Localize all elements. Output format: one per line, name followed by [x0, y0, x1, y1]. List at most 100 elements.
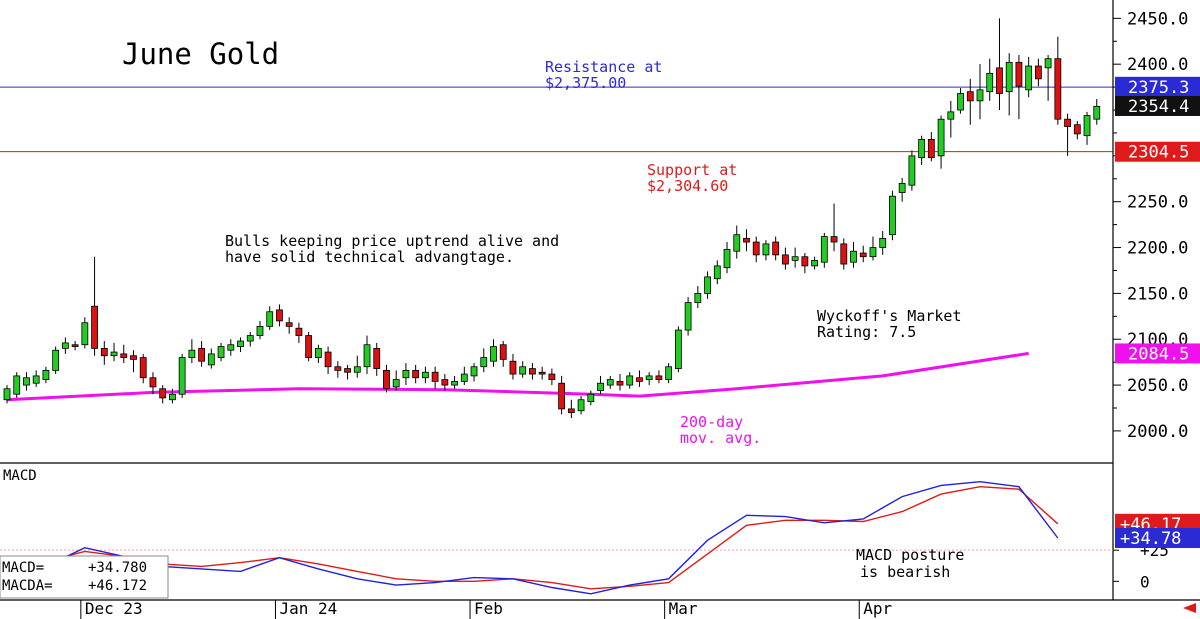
candle-body — [918, 138, 926, 159]
candle — [169, 388, 176, 404]
candle — [1044, 55, 1052, 101]
candle-body — [110, 351, 118, 357]
candle — [918, 135, 926, 166]
candle — [811, 256, 818, 270]
candle — [1034, 58, 1042, 87]
candle-body — [130, 355, 137, 360]
candle-body — [519, 366, 527, 375]
candle — [100, 341, 108, 365]
price-tag-box — [1115, 343, 1200, 364]
macd-note-2: is bearish — [860, 563, 950, 581]
candle-body — [266, 311, 274, 327]
candle-body — [1034, 65, 1042, 80]
macd-panel-label: MACD — [3, 468, 37, 484]
candle — [353, 355, 361, 378]
candle-body — [937, 118, 945, 157]
candle-body — [869, 247, 877, 258]
candle — [966, 78, 974, 125]
scroll-left-arrow-icon[interactable] — [1183, 603, 1196, 613]
wyckoff-annotation-2: Rating: 7.5 — [817, 323, 916, 341]
candle-body — [801, 256, 809, 267]
candle — [1005, 53, 1013, 116]
candle-body — [908, 155, 916, 186]
support-label-2: $2,304.60 — [647, 177, 728, 195]
candle — [441, 374, 449, 391]
candle-body — [986, 72, 994, 93]
candle-body — [52, 349, 60, 371]
candle — [645, 372, 653, 386]
price-tag-label: 2084.5 — [1128, 344, 1189, 364]
level-lines — [0, 86, 1113, 153]
candle-body — [811, 259, 818, 267]
candle — [71, 341, 79, 351]
candle-body — [694, 292, 702, 303]
candles-layer — [3, 18, 1101, 419]
candle-body — [752, 241, 760, 256]
candle-body — [363, 344, 371, 368]
candle-body — [441, 379, 449, 386]
macd-tag-box — [1115, 528, 1200, 549]
candle-body — [32, 375, 40, 384]
candle-body — [490, 346, 497, 362]
candle-body — [733, 234, 741, 252]
candle-body — [1093, 105, 1101, 120]
candle — [1064, 113, 1071, 156]
candle — [227, 339, 235, 356]
candle-body — [957, 93, 964, 111]
ma200-label-1: 200-day — [680, 413, 743, 431]
candle — [1015, 55, 1023, 120]
candle — [480, 348, 488, 373]
candle — [383, 364, 390, 393]
candle-body — [237, 340, 244, 347]
candle — [996, 18, 1003, 111]
candle — [305, 331, 313, 362]
candle — [266, 306, 274, 331]
candle-body — [460, 373, 468, 382]
candle-body — [830, 236, 838, 243]
candle — [246, 331, 254, 347]
candle-body — [636, 377, 643, 382]
macd-note-1: MACD posture — [856, 546, 964, 564]
candle — [548, 368, 556, 386]
candle-body — [207, 353, 215, 366]
candle — [412, 364, 420, 384]
candle — [23, 372, 30, 391]
candle-body — [42, 369, 50, 380]
candle — [42, 366, 50, 384]
price-tick-label: 2200.0 — [1127, 239, 1188, 259]
price-tick-label: 2450.0 — [1127, 9, 1188, 29]
candle-body — [889, 195, 896, 236]
candle-body — [402, 369, 410, 379]
candle — [3, 385, 11, 404]
candle — [567, 399, 575, 419]
price-tag-box — [1115, 76, 1200, 97]
candle — [237, 337, 244, 353]
candle-body — [61, 342, 69, 349]
candle — [937, 115, 945, 169]
candle-body — [3, 388, 11, 401]
candle — [723, 242, 731, 274]
candle-body — [840, 243, 848, 265]
price-tick-label: 2000.0 — [1127, 422, 1188, 442]
candle-body — [285, 322, 293, 327]
candle — [947, 100, 955, 138]
candle — [13, 372, 21, 398]
candle — [820, 232, 828, 268]
candle-body — [558, 382, 566, 410]
candle-body — [509, 360, 517, 375]
candle — [976, 64, 984, 120]
candle-body — [499, 344, 507, 360]
month-ticks: Dec 23 Jan 24 Feb Mar Apr — [80, 599, 893, 619]
wyckoff-annotation-1: Wyckoff's Market — [817, 307, 962, 325]
candle — [256, 320, 264, 340]
resistance-label-2: $2,375.00 — [545, 74, 626, 92]
candle — [889, 190, 896, 241]
macda-legend-label: MACDA= — [2, 578, 53, 594]
candle — [626, 372, 634, 389]
candle-body — [1054, 58, 1062, 120]
candle-body — [772, 241, 780, 256]
candle-body — [353, 366, 361, 373]
candle — [879, 231, 887, 255]
candle-body — [723, 248, 731, 269]
month-tick-label: Apr — [863, 599, 892, 618]
